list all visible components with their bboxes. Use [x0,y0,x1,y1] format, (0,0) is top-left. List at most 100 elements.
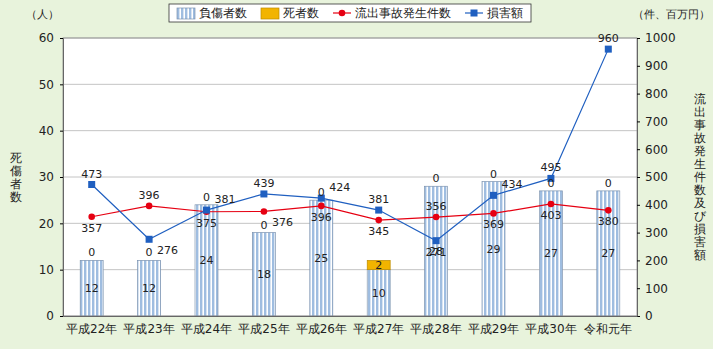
marker [605,207,612,214]
data-label: 473 [81,168,102,181]
axis: 01002003004005006007008009001000 [637,31,676,323]
marker [88,181,95,188]
axis-line [64,316,638,317]
data-label: 424 [329,181,350,194]
tick: 平成23年 [123,322,174,336]
tick-label: 平成30年 [525,322,576,336]
data-label: 10 [372,287,386,300]
data-label: 12 [85,282,99,295]
tick-label: 40 [39,124,54,138]
legend-label: 損害額 [487,6,523,20]
chart: 0102030405060010020030040050060070080090… [0,0,713,349]
tick: 900 [637,59,668,73]
tick-mark [60,223,63,224]
data-label: 0 [146,246,153,259]
axis: 0 10 20 30 40 50 60 [39,31,64,323]
tick: 平成26年 [296,322,347,336]
marker [146,236,153,243]
tick: 0 [46,309,63,323]
bar [425,186,448,316]
data-label: 2 [375,259,382,272]
legend-swatch [261,8,279,19]
data-label: 960 [598,32,619,45]
tick-label: 平成23年 [123,322,174,336]
tick: 1000 [637,31,676,45]
bar [425,186,448,187]
tick-mark [637,121,640,122]
plot-area [63,38,637,316]
tick-label: 平成22年 [66,322,117,336]
axis: 平成22年平成23年平成24年平成25年平成26年平成27年平成28年平成29年… [64,317,638,336]
data-label: 381 [215,193,236,206]
tick: 800 [637,87,668,101]
bar [138,260,161,261]
marker [490,210,497,217]
bar [195,205,218,316]
bar [539,190,562,191]
tick-label: 0 [46,309,54,323]
tick: 令和元年 [584,322,632,336]
tick-mark [637,205,640,206]
tick: 700 [637,115,668,129]
tick-mark [637,177,640,178]
tick-label: 30 [39,170,54,184]
marker [146,203,153,210]
marker [375,207,382,214]
bar [80,260,103,316]
tick-label: 200 [645,254,668,268]
marker [261,208,268,215]
bar [138,260,161,316]
tick: 10 [39,263,63,277]
tick-mark [637,260,640,261]
tick-label: 10 [39,263,54,277]
data-label: 356 [426,200,447,213]
legend: 負傷者数死者数流出事故発生件数損害額 [169,4,531,22]
data-label: 369 [483,218,504,231]
tick-label: 600 [645,143,668,157]
tick-label: 800 [645,87,668,101]
legend-swatch [177,8,195,19]
tick-label: 60 [39,31,54,45]
data-label: 27 [544,247,558,260]
tick: 400 [637,198,668,212]
tick: 平成30年 [525,322,576,336]
tick-mark [60,38,63,39]
tick-label: 500 [645,170,668,184]
tick-label: 0 [645,309,653,323]
tick-label: 平成27年 [353,322,404,336]
data-label: 24 [200,254,214,267]
bar [310,200,333,316]
tick-label: 900 [645,59,668,73]
legend-label: 死者数 [283,6,319,20]
tick-mark [60,131,63,132]
data-label: 18 [257,268,271,281]
tick-mark [60,84,63,85]
tick-label: 平成26年 [296,322,347,336]
tick: 600 [637,143,668,157]
tick-label: 平成29年 [468,322,519,336]
data-label: 0 [203,191,210,204]
tick-label: 20 [39,217,54,231]
data-label: 381 [368,193,389,206]
data-label: 396 [139,189,160,202]
marker [203,207,210,214]
tick-label: 50 [39,78,54,92]
tick-label: 平成25年 [238,322,289,336]
marker [318,203,325,210]
tick: 20 [39,217,63,231]
tick: 200 [637,254,668,268]
data-label: 0 [490,168,497,181]
tick-label: 300 [645,226,668,240]
data-label: 495 [540,161,561,174]
marker [260,190,267,197]
tick-label: 1000 [645,31,676,45]
axis-unit: （人） [26,8,59,21]
data-label: 0 [260,219,267,232]
data-label: 0 [318,186,325,199]
tick: 平成25年 [238,322,289,336]
bar [80,260,103,261]
axis-line [60,39,64,317]
axis-line [638,39,641,317]
tick: 平成27年 [353,322,404,336]
marker [88,213,95,220]
